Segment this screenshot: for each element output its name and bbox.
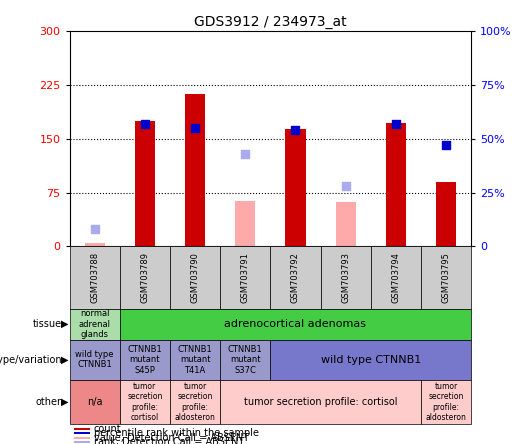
Bar <box>421 380 471 424</box>
Bar <box>270 340 471 380</box>
Point <box>392 120 400 127</box>
Bar <box>70 309 119 340</box>
Text: tumor secretion profile: cortisol: tumor secretion profile: cortisol <box>244 397 398 407</box>
Point <box>241 150 249 157</box>
Bar <box>135 121 155 246</box>
Bar <box>436 182 456 246</box>
Bar <box>386 123 406 246</box>
Text: GSM703788: GSM703788 <box>90 252 99 303</box>
Bar <box>170 340 220 380</box>
Bar <box>220 246 270 309</box>
Title: GDS3912 / 234973_at: GDS3912 / 234973_at <box>194 15 347 29</box>
Bar <box>119 340 170 380</box>
Bar <box>119 246 170 309</box>
Text: CTNNB1
mutant
S45P: CTNNB1 mutant S45P <box>128 345 162 375</box>
Bar <box>70 380 119 424</box>
Text: CTNNB1
mutant
T41A: CTNNB1 mutant T41A <box>178 345 212 375</box>
Text: wild type CTNNB1: wild type CTNNB1 <box>321 355 421 365</box>
Text: adrenocortical adenomas: adrenocortical adenomas <box>225 319 367 329</box>
Text: GSM703791: GSM703791 <box>241 252 250 303</box>
Bar <box>74 441 90 443</box>
Text: CTNNB1
mutant
S37C: CTNNB1 mutant S37C <box>228 345 263 375</box>
Bar <box>119 309 471 340</box>
Bar <box>270 246 320 309</box>
Text: percentile rank within the sample: percentile rank within the sample <box>94 428 259 438</box>
Bar <box>320 246 371 309</box>
Text: ▶: ▶ <box>60 355 68 365</box>
Bar <box>235 201 255 246</box>
Text: GSM703792: GSM703792 <box>291 252 300 303</box>
Text: value, Detection Call = ABSENT: value, Detection Call = ABSENT <box>94 433 249 443</box>
Text: tumor
secretion
profile:
aldosteron: tumor secretion profile: aldosteron <box>426 382 467 422</box>
Text: GSM703793: GSM703793 <box>341 252 350 303</box>
Text: tumor
secretion
profile:
cortisol: tumor secretion profile: cortisol <box>127 382 163 422</box>
Point <box>341 182 350 190</box>
Text: rank, Detection Call = ABSENT: rank, Detection Call = ABSENT <box>94 437 244 444</box>
Bar <box>371 246 421 309</box>
Point <box>141 120 149 127</box>
Bar <box>421 246 471 309</box>
Bar <box>70 340 119 380</box>
Bar <box>336 202 356 246</box>
Point <box>91 226 99 233</box>
Text: n/a: n/a <box>87 397 102 407</box>
Bar <box>170 380 220 424</box>
Text: tumor
secretion
profile:
aldosteron: tumor secretion profile: aldosteron <box>175 382 215 422</box>
Text: GSM703794: GSM703794 <box>391 252 400 303</box>
Text: ▶: ▶ <box>60 397 68 407</box>
Bar <box>74 428 90 430</box>
Text: other: other <box>36 397 62 407</box>
Text: wild type
CTNNB1: wild type CTNNB1 <box>75 350 114 369</box>
Text: tissue: tissue <box>32 319 62 329</box>
Bar <box>185 94 205 246</box>
Text: GSM703789: GSM703789 <box>141 252 149 303</box>
Bar <box>220 380 421 424</box>
Point <box>191 124 199 131</box>
Bar <box>74 437 90 439</box>
Bar <box>84 243 105 246</box>
Text: normal
adrenal
glands: normal adrenal glands <box>79 309 111 339</box>
Text: GSM703795: GSM703795 <box>442 252 451 303</box>
Bar <box>220 340 270 380</box>
Point <box>442 142 450 149</box>
Bar <box>119 380 170 424</box>
Text: GSM703790: GSM703790 <box>191 252 199 303</box>
Bar <box>285 129 305 246</box>
Bar <box>70 246 119 309</box>
Text: count: count <box>94 424 121 434</box>
Bar <box>74 432 90 434</box>
Point <box>291 127 300 134</box>
Text: genotype/variation: genotype/variation <box>0 355 62 365</box>
Text: ▶: ▶ <box>60 319 68 329</box>
Bar <box>170 246 220 309</box>
